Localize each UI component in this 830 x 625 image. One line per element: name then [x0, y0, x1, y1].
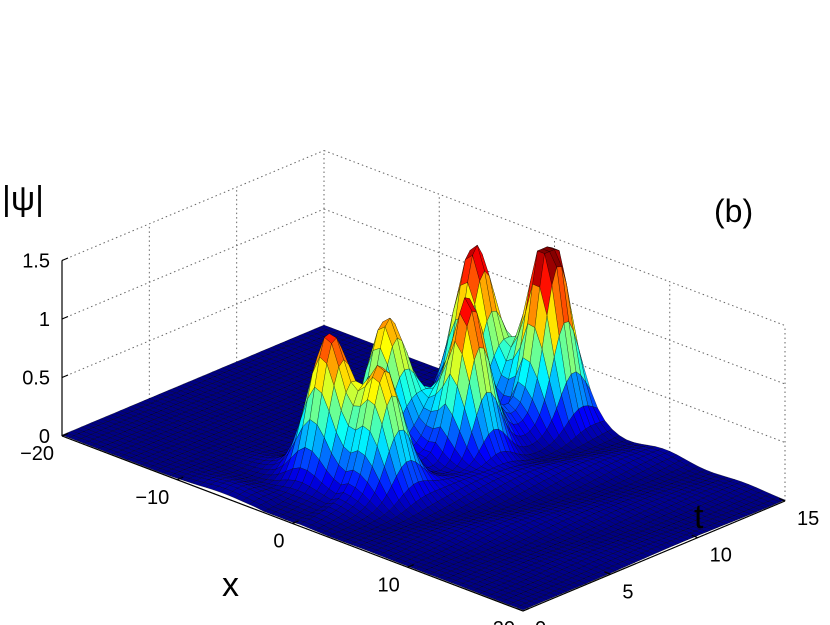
x-tick-label: 10	[378, 574, 400, 596]
panel-label: (b)	[714, 193, 753, 229]
x-tick-mark-4	[522, 607, 530, 612]
z-tick-label: 0	[39, 426, 50, 448]
z-tick-mark-2	[61, 315, 69, 320]
x-tick-label: −20	[20, 443, 54, 465]
z-tick-label: 1.5	[22, 251, 50, 273]
x-tick-mark-1	[177, 476, 184, 481]
t-axis-title: t	[694, 498, 704, 536]
z-tick-label: 1	[39, 309, 50, 331]
grid-line-z-back-3	[323, 150, 786, 326]
t-tick-mark-3	[778, 497, 786, 502]
x-tick-label: −10	[135, 487, 169, 509]
grid-line-z-left-2	[61, 208, 325, 320]
grid-line-z-left-3	[61, 150, 325, 261]
x-axis-title: x	[222, 566, 239, 604]
t-tick-mark-1	[604, 571, 611, 575]
z-tick-mark-1	[61, 374, 69, 379]
t-tick-label: 5	[622, 581, 633, 603]
t-tick-label: 10	[710, 545, 732, 567]
x-tick-mark-2	[292, 520, 299, 525]
x-tick-label: 20	[493, 618, 515, 625]
z-tick-mark-0	[61, 432, 69, 437]
tick-layer: −20 −10 0 10 20 0 5 10 15 0 0.5 1 1.5	[20, 251, 819, 625]
t-tick-label: 15	[797, 508, 819, 530]
t-tick-mark-0	[516, 607, 524, 612]
z-axis-title: |ψ|	[2, 180, 44, 218]
x-tick-label: 0	[273, 531, 284, 553]
t-tick-mark-2	[691, 534, 698, 539]
z-tick-label: 0.5	[22, 368, 50, 390]
surface-layer	[61, 244, 786, 611]
t-tick-label: 0	[535, 618, 546, 625]
t-axis-line	[522, 500, 786, 612]
x-tick-mark-3	[407, 564, 414, 568]
grid-line-z-back-1	[323, 267, 786, 443]
z-tick-mark-3	[61, 257, 69, 262]
surface-patch	[515, 605, 529, 611]
grid-line-z-back-2	[323, 208, 786, 385]
